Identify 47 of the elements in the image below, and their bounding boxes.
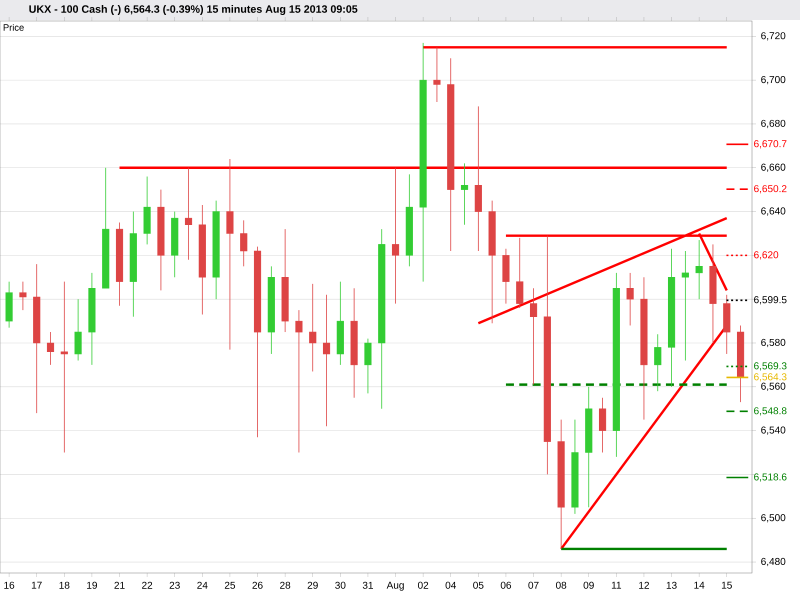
ref-line-label: 6,599.5 [754,296,787,304]
x-tick-label: 25 [224,582,236,589]
y-tick-label: 6,640 [761,207,786,216]
x-tick-label: 26 [252,582,263,589]
x-tick-label: 02 [418,582,428,589]
y-axis-title: Price [4,24,24,31]
x-tick-label: 22 [142,582,152,589]
x-tick-label: 16 [4,582,14,589]
x-tick-label: 09 [584,582,594,589]
y-tick-label: 6,700 [761,76,786,84]
x-tick-label: 04 [446,582,456,589]
x-tick-label: 29 [308,582,318,589]
x-tick-label: 24 [197,582,208,589]
x-tick-label: 15 [722,582,732,589]
y-tick-label: 6,500 [761,514,786,522]
x-tick-label: 11 [612,582,622,589]
x-tick-label: 23 [170,582,180,589]
x-tick-label: 13 [666,582,677,589]
y-tick-label: 6,480 [761,558,786,566]
x-tick-label: 06 [500,582,512,589]
x-tick-label: 28 [280,582,290,589]
chart-title: UKX - 100 Cash (-) 6,564.3 (-0.39%) 15 minutes Aug 15 2013 09:05 [29,4,358,15]
y-tick-label: 6,540 [761,426,786,435]
y-tick-label: 6,660 [761,164,786,172]
ref-line-label: 6,548.8 [754,407,787,416]
x-tick-label: 07 [528,582,539,589]
ref-line-label: 6,650.2 [754,185,786,194]
x-tick-label: 31 [362,582,374,589]
y-tick-label: 6,560 [761,382,786,391]
ref-line-label: 6,620 [754,251,778,260]
y-tick-label: 6,580 [761,338,786,348]
ref-line-label: 6,564.3 [754,373,787,382]
x-tick-label: 12 [639,582,650,589]
ref-line-label: 6,569.3 [754,362,787,371]
x-tick-label: 14 [694,582,704,589]
y-tick-label: 6,680 [761,120,786,128]
x-tick-label: 18 [60,582,70,589]
x-tick-label: 19 [87,582,97,589]
x-tick-label: 08 [556,582,566,589]
ref-line-label: 6,670.7 [754,140,786,148]
x-tick-label: 21 [114,582,125,589]
x-tick-label: 05 [473,582,484,589]
x-tick-label: 30 [335,582,346,589]
ref-line-label: 6,518.6 [754,473,787,482]
y-tick-label: 6,720 [761,32,786,40]
x-tick-label: Aug [386,582,404,591]
x-tick-label: 17 [32,582,42,589]
